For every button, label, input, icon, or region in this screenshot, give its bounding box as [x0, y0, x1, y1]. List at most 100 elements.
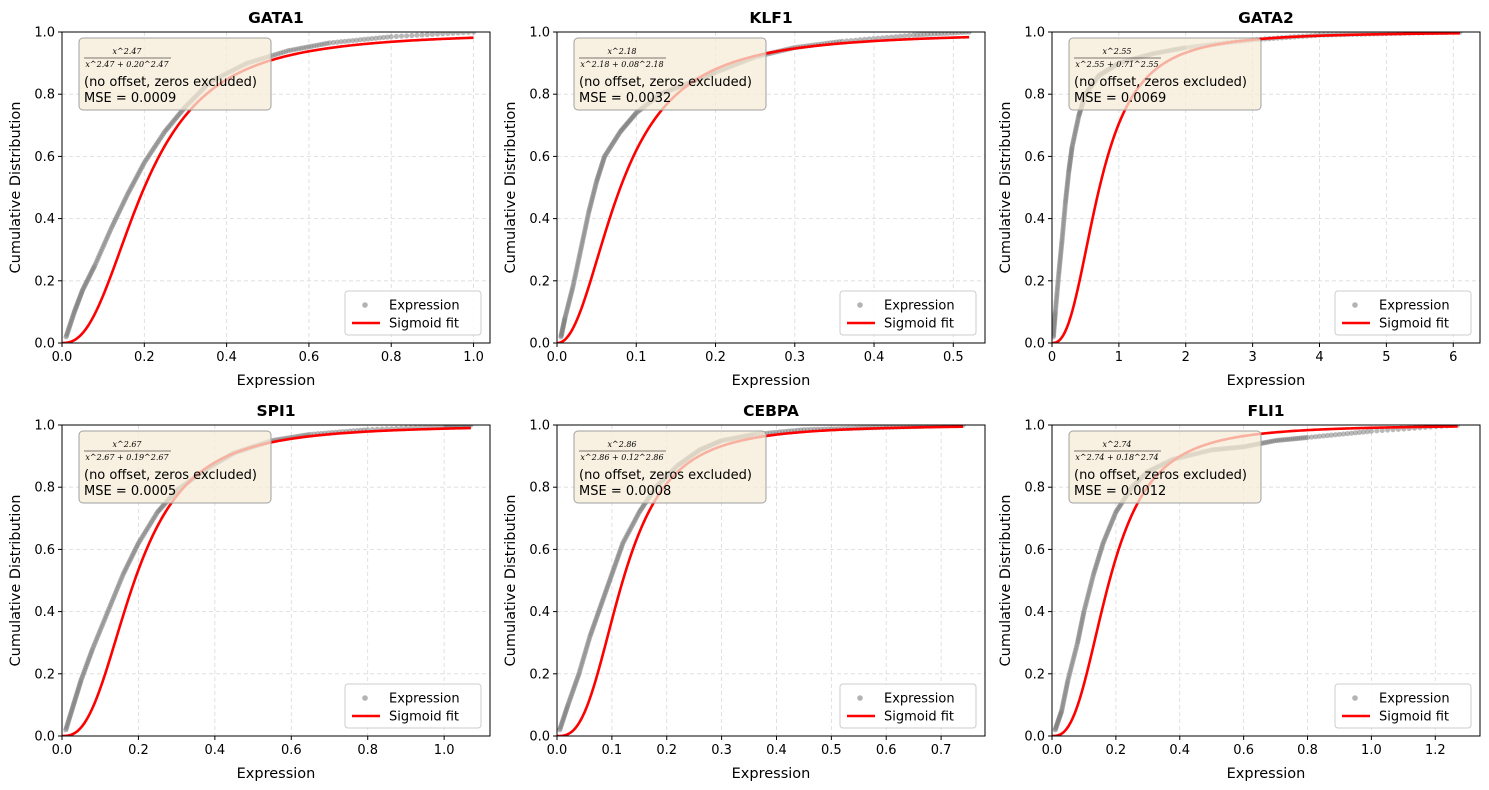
x-tick-label: 5	[1382, 350, 1390, 365]
expression-point	[380, 34, 387, 41]
expression-point	[465, 32, 471, 35]
plot-frame	[61, 424, 491, 737]
x-tick-label: 0.1	[602, 743, 623, 758]
formula-denominator: x^2.55 + 0.71^2.55	[1075, 60, 1158, 69]
formula-numerator: x^2.55	[1102, 47, 1131, 56]
x-tick-label: 0.5	[821, 743, 842, 758]
legend-label-sigmoid: Sigmoid fit	[389, 317, 459, 332]
expression-point	[384, 34, 390, 40]
formula-numerator: x^2.67	[112, 440, 142, 449]
x-tick-label: 0.0	[52, 743, 73, 758]
expression-point	[897, 33, 903, 39]
mse-value: MSE = 0.0012	[1074, 484, 1166, 499]
expression-point	[429, 32, 435, 37]
panel-title: SPI1	[256, 402, 295, 420]
expression-point	[902, 33, 908, 39]
panel-gata1: 0.0 0.2 0.4 0.6 0.8 1.0 0.0 0.2 0.4 0.6 0.8 1.0 Expr…	[8, 9, 491, 389]
expression-point	[342, 38, 348, 44]
x-tick-label: 2	[1182, 350, 1190, 365]
expression-point	[1324, 432, 1331, 439]
panel-fli1: 0.0 0.2 0.4 0.6 0.8 1.0 1.2 0.0 0.2 0.4 0.6 0.8 1.0 E…	[998, 402, 1481, 782]
mse-value: MSE = 0.0008	[579, 484, 671, 499]
y-axis-label: Cumulative Distribution	[998, 495, 1014, 667]
annotation-box: x^2.67 x^2.67 + 0.19^2.67 (no offset, zero…	[78, 430, 272, 504]
y-tick-label: 0.6	[1024, 543, 1045, 558]
expression-point	[966, 32, 972, 35]
annotation-box: x^2.86 x^2.86 + 0.12^2.86 (no offset, zero…	[573, 430, 767, 504]
y-tick-label: 0.4	[1024, 212, 1045, 227]
x-tick-label: 0	[1048, 350, 1056, 365]
legend-marker-expression	[1352, 302, 1358, 308]
y-tick-label: 0.4	[529, 605, 550, 620]
y-tick-label: 0.8	[34, 481, 55, 496]
x-tick-label: 0.4	[766, 743, 787, 758]
formula-numerator: x^2.47	[112, 47, 142, 56]
formula-denominator: x^2.67 + 0.19^2.67	[85, 453, 169, 462]
expression-point	[377, 35, 383, 41]
legend-marker-expression	[857, 302, 863, 308]
x-tick-label: 0.3	[784, 350, 805, 365]
legend-label-expression: Expression	[389, 299, 460, 314]
expression-point	[361, 36, 367, 42]
expression-point	[424, 32, 430, 38]
y-tick-label: 0.8	[1024, 88, 1045, 103]
expression-point	[906, 32, 912, 39]
x-tick-label: 1.2	[1425, 743, 1446, 758]
x-tick-label: 0.0	[547, 743, 568, 758]
panel-cebpa: 0.0 0.1 0.2 0.3 0.4 0.5 0.6 0.7 0.0 0.2 0.4 0.6 0.8 1…	[503, 402, 986, 782]
y-axis-label: Cumulative Distribution	[998, 102, 1014, 274]
expression-point	[1340, 431, 1347, 437]
expression-point	[357, 37, 363, 43]
annotation-background	[78, 37, 272, 111]
legend-marker-expression	[1352, 695, 1358, 701]
panel-title: FLI1	[1247, 402, 1284, 420]
x-tick-label: 0.2	[134, 350, 155, 365]
panel-title: GATA2	[1238, 9, 1294, 27]
x-axis-label: Expression	[237, 373, 316, 389]
mse-value: MSE = 0.0069	[1074, 91, 1166, 106]
expression-point	[1308, 434, 1315, 440]
panel-gata2: 0 1 2 3 4 5 6 0.0 0.2 0.4 0.6 0.8 1.0 Expression Cumul…	[998, 9, 1481, 389]
x-axis-label: Expression	[1227, 373, 1306, 389]
expression-point	[450, 32, 456, 36]
expression-point	[440, 32, 446, 37]
annotation-background	[1068, 37, 1262, 111]
x-tick-label: 6	[1449, 350, 1457, 365]
mse-value: MSE = 0.0005	[84, 484, 176, 499]
x-axis-label: Expression	[1227, 766, 1306, 782]
x-tick-label: 1.0	[463, 350, 484, 365]
expression-point	[350, 37, 356, 44]
x-tick-label: 0.8	[1297, 743, 1318, 758]
y-tick-label: 0.6	[529, 543, 550, 558]
y-tick-label: 1.0	[529, 419, 550, 434]
expression-point	[434, 32, 441, 37]
formula-denominator: x^2.74 + 0.18^2.74	[1075, 453, 1158, 462]
expression-point	[893, 34, 899, 40]
expression-point	[1352, 430, 1359, 436]
legend-label-sigmoid: Sigmoid fit	[1379, 710, 1449, 725]
x-tick-label: 0.4	[216, 350, 237, 365]
expression-point	[404, 33, 410, 39]
x-tick-label: 0.6	[876, 743, 897, 758]
x-axis-label: Expression	[237, 766, 316, 782]
y-axis-label: Cumulative Distribution	[503, 102, 519, 274]
expression-point	[398, 33, 405, 39]
x-tick-label: 0.3	[711, 743, 732, 758]
annotation-background	[78, 430, 272, 504]
legend: Expression Sigmoid fit	[1334, 290, 1472, 336]
x-tick-label: 0.8	[381, 350, 402, 365]
legend: Expression Sigmoid fit	[344, 290, 482, 336]
legend: Expression Sigmoid fit	[1334, 683, 1472, 729]
expression-point	[1364, 429, 1371, 435]
legend: Expression Sigmoid fit	[839, 683, 977, 729]
y-tick-label: 0.0	[34, 337, 55, 352]
y-tick-label: 0.6	[34, 543, 55, 558]
legend-marker-expression	[362, 695, 368, 701]
expression-point	[1316, 433, 1323, 439]
y-tick-label: 0.0	[1024, 730, 1045, 745]
y-tick-label: 0.2	[34, 667, 55, 682]
expression-point	[879, 35, 886, 41]
expression-point	[346, 38, 352, 44]
fit-note: (no offset, zeros excluded)	[579, 75, 752, 90]
